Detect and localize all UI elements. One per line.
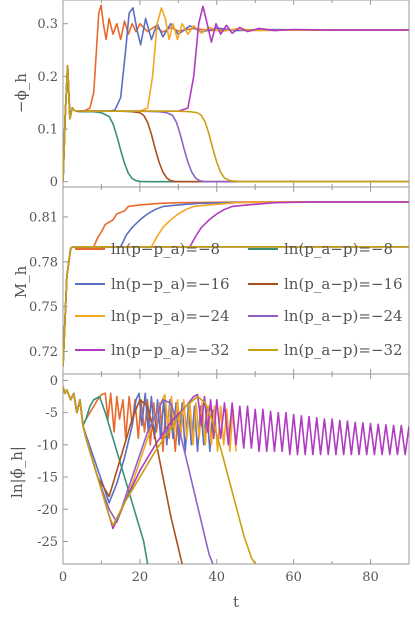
top-ytick-label: 0.1 bbox=[37, 123, 58, 138]
bottom-ytick-label: -10 bbox=[37, 438, 58, 453]
legend-entry: ln(p−p_a)=−16 bbox=[111, 275, 230, 293]
xtick-label: 0 bbox=[59, 570, 67, 585]
middle-panel-ticks: 0.72 0.75 0.78 0.81 bbox=[29, 187, 372, 374]
top-series-4 bbox=[63, 5, 409, 182]
top-ytick-label: 0 bbox=[50, 175, 58, 190]
middle-panel-series bbox=[63, 201, 409, 367]
middle-ytick-label: 0.81 bbox=[29, 210, 58, 225]
xtick-label: 60 bbox=[285, 570, 302, 585]
middle-ytick-label: 0.75 bbox=[29, 300, 58, 315]
xtick-label: 20 bbox=[132, 570, 149, 585]
bottom-ytick-label: -20 bbox=[37, 503, 58, 518]
middle-ytick-label: 0.72 bbox=[29, 345, 58, 360]
bottom-ytick-label: 0 bbox=[50, 374, 58, 389]
top-panel-series bbox=[63, 4, 409, 183]
legend-entry: ln(p_a−p)=−8 bbox=[284, 240, 393, 258]
legend-entry: ln(p_a−p)=−32 bbox=[284, 341, 403, 359]
legend-entry: ln(p−p_a)=−24 bbox=[111, 307, 230, 325]
bottom-series-8 bbox=[63, 386, 256, 564]
middle-series-8 bbox=[63, 246, 409, 367]
xtick-label: 80 bbox=[362, 570, 379, 585]
top-series-6 bbox=[63, 65, 409, 183]
middle-ytick-label: 0.78 bbox=[29, 255, 58, 270]
top-series-8 bbox=[63, 65, 409, 183]
bottom-ytick-label: -15 bbox=[37, 471, 58, 486]
top-series-5 bbox=[63, 65, 409, 183]
bottom-ytick-label: -25 bbox=[37, 535, 58, 550]
bottom-ytick-label: -5 bbox=[45, 406, 58, 421]
legend-entry: ln(p−p_a)=−32 bbox=[111, 341, 230, 359]
legend: ln(p−p_a)=−8ln(p−p_a)=−16ln(p−p_a)=−24ln… bbox=[75, 240, 403, 359]
top-series-7 bbox=[63, 65, 409, 183]
bottom-y-axis-label: ln|ϕ̇_h| bbox=[8, 446, 26, 498]
top-ytick-label: 0.3 bbox=[37, 17, 58, 32]
xtick-label: 40 bbox=[209, 570, 226, 585]
top-series-2 bbox=[63, 7, 409, 182]
top-y-axis-label: −ϕ_h bbox=[12, 73, 30, 113]
bottom-panel-frame bbox=[62, 373, 410, 565]
top-series-1 bbox=[63, 4, 409, 182]
x-axis-label: t bbox=[233, 593, 239, 611]
middle-y-axis-label: M_h bbox=[12, 265, 30, 298]
top-series-3 bbox=[63, 7, 409, 182]
legend-entry: ln(p−p_a)=−8 bbox=[111, 240, 220, 258]
legend-entry: ln(p_a−p)=−24 bbox=[284, 307, 403, 325]
top-ytick-label: 0.2 bbox=[37, 70, 58, 85]
bottom-panel-ticks: 0 -5 -10 -15 -20 -25 0 20 40 60 80 bbox=[37, 374, 379, 585]
legend-entry: ln(p_a−p)=−16 bbox=[284, 275, 403, 293]
top-panel-ticks: 0 0.1 0.2 0.3 bbox=[37, 0, 372, 190]
bottom-panel-series bbox=[63, 386, 409, 564]
